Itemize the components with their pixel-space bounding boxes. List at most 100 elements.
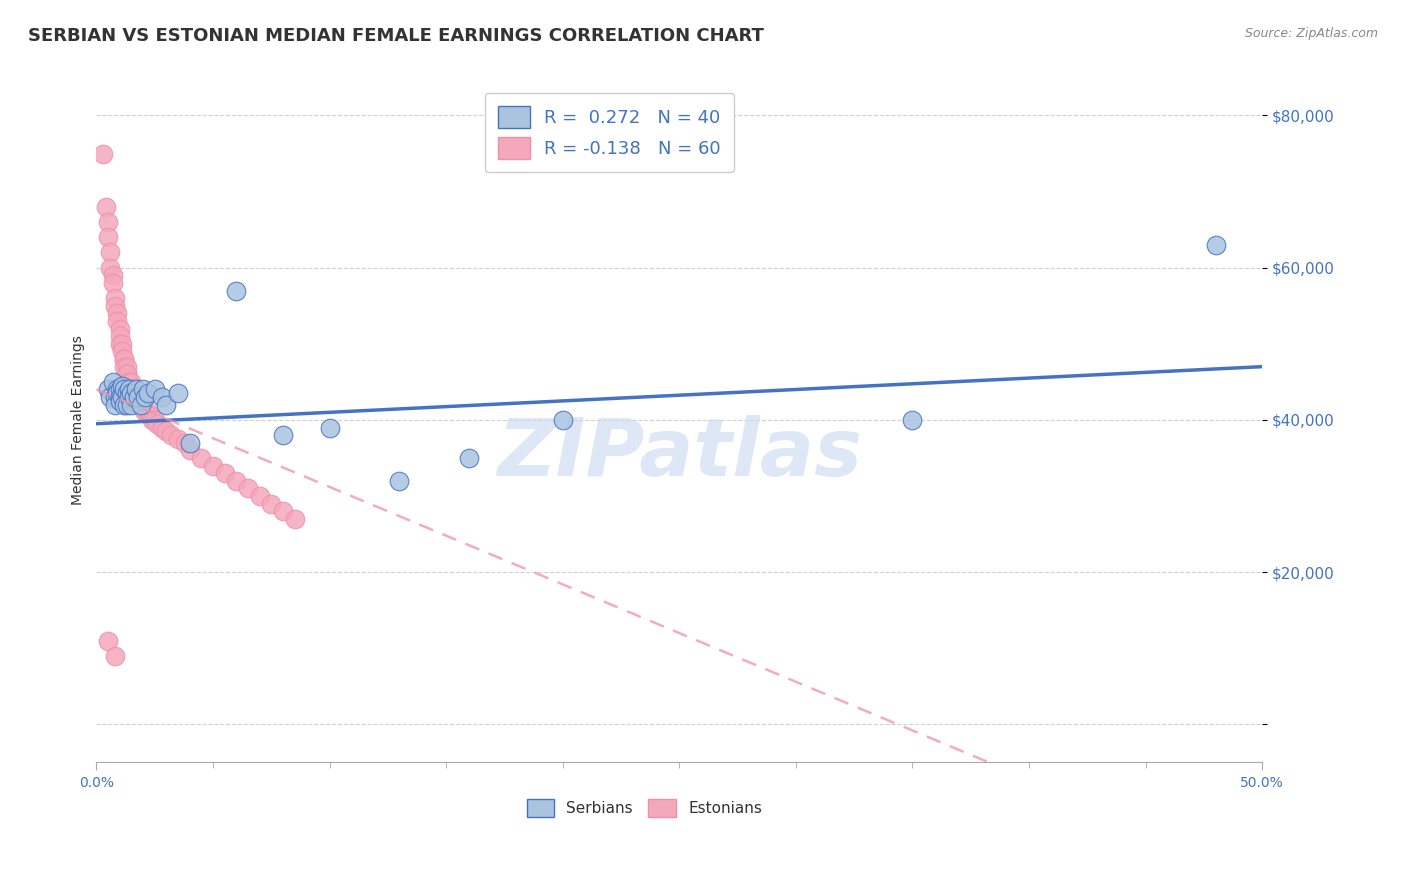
- Point: [127, 390, 149, 404]
- Point: [179, 443, 201, 458]
- Point: [1205, 238, 1227, 252]
- Point: [108, 390, 131, 404]
- Point: [127, 390, 149, 404]
- Point: [120, 375, 142, 389]
- Point: [122, 390, 145, 404]
- Point: [118, 390, 141, 404]
- Y-axis label: Median Female Earnings: Median Female Earnings: [72, 335, 86, 505]
- Point: [125, 390, 148, 404]
- Point: [101, 276, 124, 290]
- Point: [94, 200, 117, 214]
- Point: [134, 405, 156, 419]
- Point: [115, 368, 138, 382]
- Point: [551, 413, 574, 427]
- Point: [167, 386, 190, 401]
- Point: [111, 344, 134, 359]
- Point: [101, 375, 124, 389]
- Point: [115, 368, 138, 382]
- Point: [97, 633, 120, 648]
- Point: [97, 383, 120, 397]
- Point: [167, 432, 190, 446]
- Point: [139, 409, 162, 424]
- Point: [112, 352, 135, 367]
- Point: [125, 390, 148, 404]
- Point: [201, 458, 224, 473]
- Point: [108, 383, 131, 397]
- Point: [122, 386, 145, 401]
- Text: ZIPatlas: ZIPatlas: [496, 415, 862, 493]
- Point: [271, 504, 294, 518]
- Point: [108, 329, 131, 343]
- Point: [388, 474, 411, 488]
- Point: [236, 482, 259, 496]
- Point: [118, 375, 141, 389]
- Point: [260, 497, 283, 511]
- Point: [155, 425, 177, 439]
- Point: [98, 245, 121, 260]
- Point: [127, 398, 149, 412]
- Point: [108, 393, 131, 408]
- Point: [120, 398, 142, 412]
- Point: [112, 383, 135, 397]
- Point: [104, 299, 127, 313]
- Point: [132, 401, 155, 416]
- Text: Source: ZipAtlas.com: Source: ZipAtlas.com: [1244, 27, 1378, 40]
- Text: SERBIAN VS ESTONIAN MEDIAN FEMALE EARNINGS CORRELATION CHART: SERBIAN VS ESTONIAN MEDIAN FEMALE EARNIN…: [28, 27, 763, 45]
- Point: [115, 386, 138, 401]
- Point: [108, 321, 131, 335]
- Point: [129, 398, 152, 412]
- Point: [105, 383, 128, 397]
- Point: [115, 359, 138, 374]
- Point: [136, 386, 159, 401]
- Point: [108, 336, 131, 351]
- Point: [125, 383, 148, 397]
- Point: [225, 474, 247, 488]
- Point: [132, 383, 155, 397]
- Point: [901, 413, 924, 427]
- Point: [97, 230, 120, 244]
- Point: [134, 390, 156, 404]
- Point: [118, 383, 141, 397]
- Point: [160, 428, 183, 442]
- Point: [136, 405, 159, 419]
- Point: [122, 383, 145, 397]
- Point: [98, 260, 121, 275]
- Point: [179, 435, 201, 450]
- Point: [104, 390, 127, 404]
- Point: [458, 450, 481, 465]
- Point: [146, 417, 169, 431]
- Point: [214, 467, 236, 481]
- Point: [105, 386, 128, 401]
- Point: [271, 428, 294, 442]
- Point: [150, 390, 173, 404]
- Point: [141, 413, 163, 427]
- Point: [174, 435, 197, 450]
- Point: [104, 398, 127, 412]
- Point: [150, 420, 173, 434]
- Point: [143, 413, 166, 427]
- Point: [318, 420, 340, 434]
- Point: [97, 215, 120, 229]
- Point: [111, 378, 134, 392]
- Point: [283, 512, 305, 526]
- Point: [112, 352, 135, 367]
- Point: [111, 336, 134, 351]
- Point: [155, 398, 177, 412]
- Point: [98, 390, 121, 404]
- Point: [132, 398, 155, 412]
- Point: [120, 383, 142, 397]
- Point: [190, 450, 212, 465]
- Point: [111, 390, 134, 404]
- Point: [112, 359, 135, 374]
- Point: [93, 146, 115, 161]
- Point: [115, 398, 138, 412]
- Point: [249, 489, 271, 503]
- Point: [104, 291, 127, 305]
- Point: [120, 386, 142, 401]
- Point: [120, 383, 142, 397]
- Point: [129, 398, 152, 412]
- Point: [112, 398, 135, 412]
- Point: [105, 306, 128, 320]
- Point: [225, 284, 247, 298]
- Point: [143, 383, 166, 397]
